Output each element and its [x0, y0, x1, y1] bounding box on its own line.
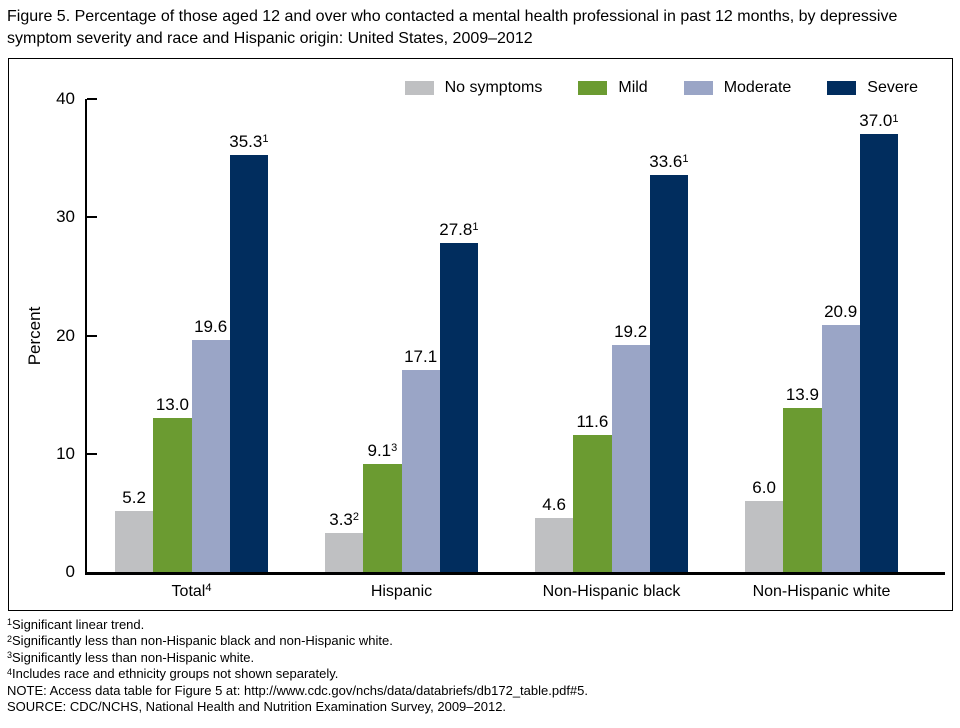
bar-value-label: 19.2	[614, 321, 648, 341]
bar-group: 6.0 13.9 20.9 37.01 Non-Hispanic white	[745, 99, 898, 600]
y-axis-tick-label: 30	[56, 207, 75, 227]
y-axis-tick	[87, 216, 97, 219]
legend-label: No symptoms	[444, 79, 543, 96]
footnote-marker: 1	[262, 132, 269, 145]
footnote-line: 2Significantly less than non-Hispanic bl…	[7, 633, 393, 649]
bar: 35.31	[229, 132, 268, 572]
bar: 33.61	[649, 152, 688, 572]
bar: 17.1	[401, 347, 440, 572]
bar-value-label: 17.1	[404, 346, 438, 366]
bar-group: 5.2 13.0 19.6 35.31 Total4	[115, 99, 268, 600]
bar: 9.13	[363, 441, 402, 572]
bar: 5.2	[115, 488, 154, 572]
y-axis-tick	[87, 98, 97, 100]
footnote-line: 3Significantly less than non-Hispanic wh…	[7, 649, 255, 665]
footnote-marker: 4	[205, 582, 212, 595]
bar: 19.2	[611, 322, 650, 572]
bar-value-label: 37.01	[859, 111, 899, 131]
bar-value-label: 13.0	[155, 395, 189, 415]
footnote-line: NOTE: Access data table for Figure 5 at:…	[7, 682, 589, 698]
bar-value-label: 35.31	[229, 131, 269, 151]
legend-item: Mild	[578, 79, 648, 97]
legend-swatch-icon	[578, 81, 608, 95]
bar: 19.6	[191, 317, 230, 572]
legend-item: Moderate	[683, 79, 792, 97]
legend: No symptoms Mild Moderate Severe	[9, 79, 952, 97]
x-axis-category-label: Non-Hispanic black	[542, 583, 681, 600]
legend-label: Mild	[618, 79, 648, 96]
bar-group: 3.32 9.13 17.1 27.81 Hispanic	[325, 99, 478, 600]
footnote-marker: 1	[682, 152, 689, 165]
y-axis-tick-label: 10	[56, 443, 75, 463]
footnote-marker: 3	[391, 442, 398, 455]
bar: 3.32	[325, 510, 364, 572]
bar: 13.0	[153, 395, 192, 572]
footnote-marker: 1	[472, 221, 479, 234]
y-axis-tick	[87, 334, 97, 337]
legend-item: No symptoms	[404, 79, 543, 97]
bar: 6.0	[745, 478, 784, 572]
bar-value-label: 11.6	[576, 411, 609, 431]
bar: 13.9	[783, 385, 822, 572]
bar: 20.9	[821, 302, 860, 572]
bar-value-label: 33.61	[649, 151, 689, 171]
bar-value-label: 5.2	[122, 487, 146, 507]
bar-value-label: 27.81	[439, 220, 479, 240]
bar-value-label: 20.9	[824, 301, 858, 321]
footnotes: 1Significant linear trend. 2Significantly…	[7, 617, 588, 715]
chart-frame: No symptoms Mild Moderate Severe Percent 0 1…	[8, 58, 953, 611]
x-axis-category-label: Hispanic	[370, 583, 433, 600]
bar-group: 4.6 11.6 19.2 33.61 Non-Hispanic black	[535, 99, 688, 600]
legend-swatch-icon	[683, 81, 713, 95]
bar-value-label: 3.32	[329, 509, 360, 529]
plot-area: Percent 0 10 20 30 40 5.2 13.0 19.6 35.31 Total4 3…	[25, 89, 945, 600]
bar: 4.6	[535, 495, 574, 572]
legend-swatch-icon	[827, 81, 857, 95]
y-axis-tick-label: 0	[65, 562, 75, 581]
figure-title: Figure 5. Percentage of those aged 12 an…	[7, 8, 898, 47]
legend-item: Severe	[827, 79, 918, 97]
bar-value-label: 19.6	[194, 317, 228, 337]
legend-swatch-icon	[404, 81, 434, 95]
x-axis-category-label: Total4	[171, 582, 212, 600]
footnote-line: 4Includes race and ethnicity groups not …	[7, 666, 339, 682]
bar-value-label: 6.0	[752, 478, 776, 498]
footnote-marker: 1	[7, 617, 13, 628]
bar: 11.6	[573, 412, 612, 572]
legend-label: Severe	[867, 79, 918, 96]
y-axis-tick-label: 40	[56, 89, 75, 108]
footnote-marker: 4	[7, 666, 13, 677]
y-axis-tick	[87, 452, 97, 455]
footnote-marker: 2	[7, 633, 13, 644]
bar-value-label: 4.6	[542, 494, 566, 514]
footnote-line: SOURCE: CDC/NCHS, National Health and Nu…	[7, 699, 507, 715]
bar: 37.01	[859, 111, 898, 572]
footnote-marker: 2	[352, 511, 360, 524]
footnote-line: 1Significant linear trend.	[7, 617, 145, 632]
legend-label: Moderate	[723, 79, 792, 96]
bar: 27.81	[439, 220, 478, 572]
x-axis-category-label: Non-Hispanic white	[752, 583, 891, 600]
y-axis-tick-label: 20	[56, 325, 75, 345]
y-axis-title: Percent	[25, 306, 44, 365]
footnote-marker: 1	[892, 112, 899, 125]
bar-value-label: 9.13	[367, 441, 398, 461]
bar-value-label: 13.9	[785, 384, 819, 404]
footnote-marker: 3	[7, 650, 13, 661]
